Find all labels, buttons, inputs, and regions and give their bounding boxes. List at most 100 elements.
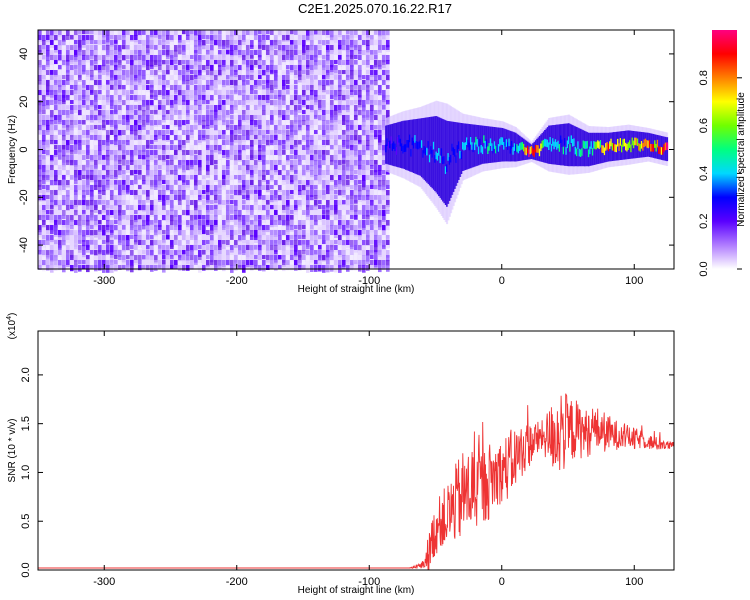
noise-cell — [262, 85, 266, 90]
noise-cell — [118, 185, 122, 192]
noise-cell — [358, 80, 362, 86]
noise-cell — [370, 255, 374, 259]
noise-cell — [150, 35, 154, 40]
noise-cell — [358, 135, 362, 143]
noise-cell — [182, 250, 186, 255]
noise-cell — [178, 40, 182, 48]
noise-cell — [262, 170, 266, 177]
noise-cell — [330, 160, 334, 166]
noise-cell — [338, 55, 342, 60]
signal-body — [538, 135, 541, 162]
noise-cell — [342, 70, 346, 74]
signal-body — [444, 120, 447, 205]
noise-cell — [134, 145, 138, 151]
noise-cell — [354, 95, 358, 100]
noise-cell — [258, 75, 262, 80]
noise-cell — [182, 215, 186, 222]
noise-cell — [350, 110, 354, 117]
signal-core — [410, 149, 413, 157]
noise-cell — [242, 260, 246, 267]
noise-cell — [242, 150, 246, 158]
noise-cell — [366, 40, 370, 46]
noise-cell — [298, 125, 302, 132]
noise-cell — [166, 175, 170, 182]
noise-cell — [306, 165, 310, 173]
noise-cell — [242, 210, 246, 218]
noise-cell — [182, 135, 186, 141]
noise-cell — [274, 185, 278, 192]
noise-cell — [62, 250, 66, 258]
noise-cell — [78, 60, 82, 67]
noise-cell — [342, 85, 346, 93]
noise-cell — [326, 110, 330, 115]
noise-cell — [58, 195, 62, 202]
signal-core — [618, 143, 621, 151]
noise-cell — [162, 250, 166, 255]
noise-cell — [150, 75, 154, 82]
noise-cell — [198, 40, 202, 47]
signal-core — [631, 137, 634, 146]
noise-cell — [138, 110, 142, 118]
noise-cell — [38, 160, 42, 166]
noise-cell — [202, 75, 206, 81]
noise-cell — [354, 65, 358, 70]
noise-cell — [314, 75, 318, 80]
noise-cell — [282, 240, 286, 247]
noise-cell — [382, 55, 386, 63]
noise-cell — [358, 150, 362, 157]
noise-cell — [382, 65, 386, 71]
noise-cell — [322, 195, 326, 200]
noise-cell — [254, 170, 258, 174]
noise-cell — [106, 250, 110, 255]
noise-cell — [174, 205, 178, 213]
noise-cell — [342, 75, 346, 80]
noise-cell — [218, 260, 222, 267]
noise-cell — [162, 170, 166, 175]
noise-cell — [46, 145, 50, 150]
noise-cell — [106, 100, 110, 106]
noise-cell — [338, 140, 342, 148]
signal-core — [666, 142, 669, 150]
noise-cell — [146, 120, 150, 126]
noise-cell — [186, 160, 190, 166]
noise-cell — [126, 225, 130, 231]
noise-cell — [186, 195, 190, 201]
noise-cell — [78, 155, 82, 161]
noise-cell — [138, 45, 142, 53]
signal-core — [398, 135, 401, 143]
noise-cell — [190, 165, 194, 170]
signal-core — [663, 144, 666, 152]
noise-cell — [102, 100, 106, 108]
noise-cell — [318, 40, 322, 45]
noise-cell — [258, 105, 262, 110]
noise-cell — [218, 30, 222, 35]
signal-core — [625, 142, 627, 151]
noise-cell — [358, 35, 362, 41]
signal-core — [654, 140, 657, 148]
noise-cell — [182, 230, 186, 237]
noise-cell — [90, 80, 94, 86]
noise-cell — [386, 110, 390, 118]
noise-cell — [298, 230, 302, 236]
noise-cell — [374, 200, 378, 208]
noise-cell — [62, 255, 66, 261]
noise-cell — [122, 65, 126, 70]
noise-cell — [358, 90, 362, 98]
noise-cell — [90, 120, 94, 125]
noise-cell — [98, 175, 102, 182]
noise-cell — [194, 35, 198, 42]
signal-core — [565, 147, 568, 155]
noise-cell — [230, 145, 234, 151]
noise-cell — [202, 120, 206, 128]
noise-cell — [154, 55, 158, 63]
noise-cell — [274, 55, 278, 61]
noise-cell — [242, 195, 246, 200]
noise-cell — [110, 245, 114, 253]
noise-cell — [66, 255, 70, 260]
noise-cell — [130, 195, 134, 202]
noise-cell — [62, 205, 66, 210]
noise-cell — [290, 135, 294, 141]
noise-cell — [314, 65, 318, 70]
noise-cell — [242, 110, 246, 115]
noise-cell — [254, 210, 258, 216]
